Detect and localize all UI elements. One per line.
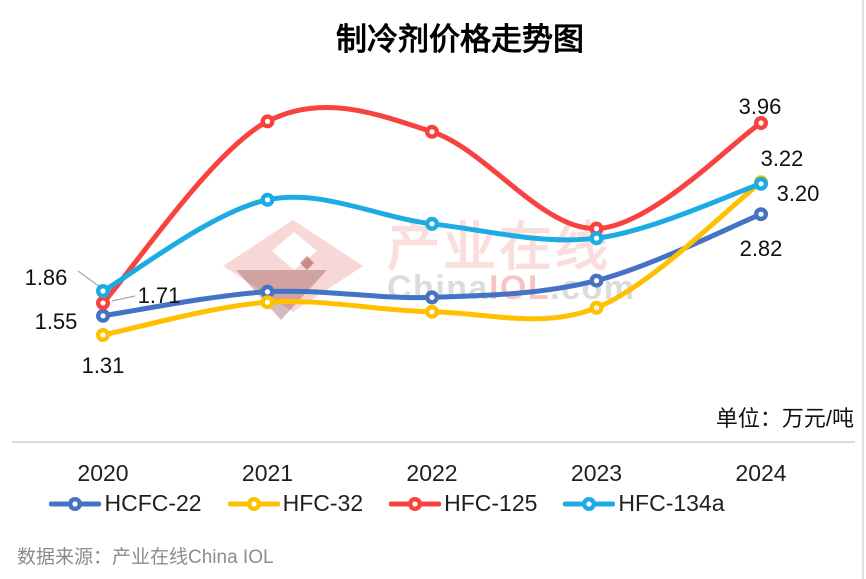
data-point-center-HFC-125 [593,226,600,232]
page-title: 制冷剂价格走势图 [336,22,584,57]
label-leader-line [77,270,101,288]
data-point-center-HFC-125 [758,120,764,126]
data-point-center-HFC-32 [100,332,106,338]
data-point-center-HFC-32 [593,305,600,311]
data-point-center-HFC-32 [264,299,271,305]
data-point-center-HFC-134a [593,235,600,241]
label-leader-line [111,295,136,302]
x-tick-2021: 2021 [242,460,293,486]
data-point-center-HCFC-22 [264,289,271,295]
watermark-en-part: IOL [489,269,550,307]
data-point-center-HFC-125 [429,129,435,135]
data-point-center-HFC-134a [758,181,764,187]
point-value-label: 1.86 [25,265,68,290]
legend-label: HFC-125 [444,490,538,516]
point-value-label: 1.55 [35,309,78,334]
watermark-en-part: China [387,269,489,307]
watermark-logo-notch [300,256,314,270]
legend-item-HCFC-22: HCFC-22 [49,490,202,517]
data-point-center-HFC-134a [100,288,106,294]
point-value-label: 1.31 [82,353,125,378]
x-tick-2020: 2020 [77,460,128,486]
watermark-cn-text: 产业在线 [387,218,611,277]
watermark-logo-hole [272,232,317,270]
data-point-center-HFC-125 [264,118,271,124]
legend-item-HFC-134a: HFC-134a [563,490,725,517]
data-point-center-HFC-125 [100,300,106,306]
chart-legend: HCFC-22 HFC-32 HFC-125 HFC-134a [0,490,820,517]
point-value-label: 2.82 [740,236,783,261]
legend-item-HFC-32: HFC-32 [227,490,364,517]
data-source-note: 数据来源：产业在线China IOL [17,547,274,568]
data-point-center-HFC-134a [429,221,435,227]
data-point-center-HFC-134a [264,197,271,203]
point-value-label: 3.20 [777,181,820,206]
watermark-logo-triangle [236,270,327,320]
legend-label: HFC-32 [282,490,364,516]
legend-label: HFC-134a [618,490,725,516]
legend-item-HFC-125: HFC-125 [389,490,537,517]
data-point-center-HFC-32 [429,309,435,315]
legend-marker-icon [563,496,616,511]
legend-marker-icon [49,496,102,511]
data-point-center-HCFC-22 [758,211,764,217]
x-tick-2024: 2024 [735,460,786,486]
legend-marker-icon [389,496,442,511]
legend-label: HCFC-22 [104,490,202,516]
x-tick-2022: 2022 [406,460,457,486]
point-value-label: 3.96 [739,94,782,119]
data-point-center-HCFC-22 [593,278,600,284]
legend-marker-icon [227,496,280,511]
unit-label: 单位：万元/吨 [715,406,854,431]
data-point-center-HCFC-22 [429,294,435,300]
data-point-center-HCFC-22 [100,313,106,319]
point-value-label: 1.71 [138,283,181,308]
point-value-label: 3.22 [761,146,804,171]
x-tick-2023: 2023 [571,460,622,486]
